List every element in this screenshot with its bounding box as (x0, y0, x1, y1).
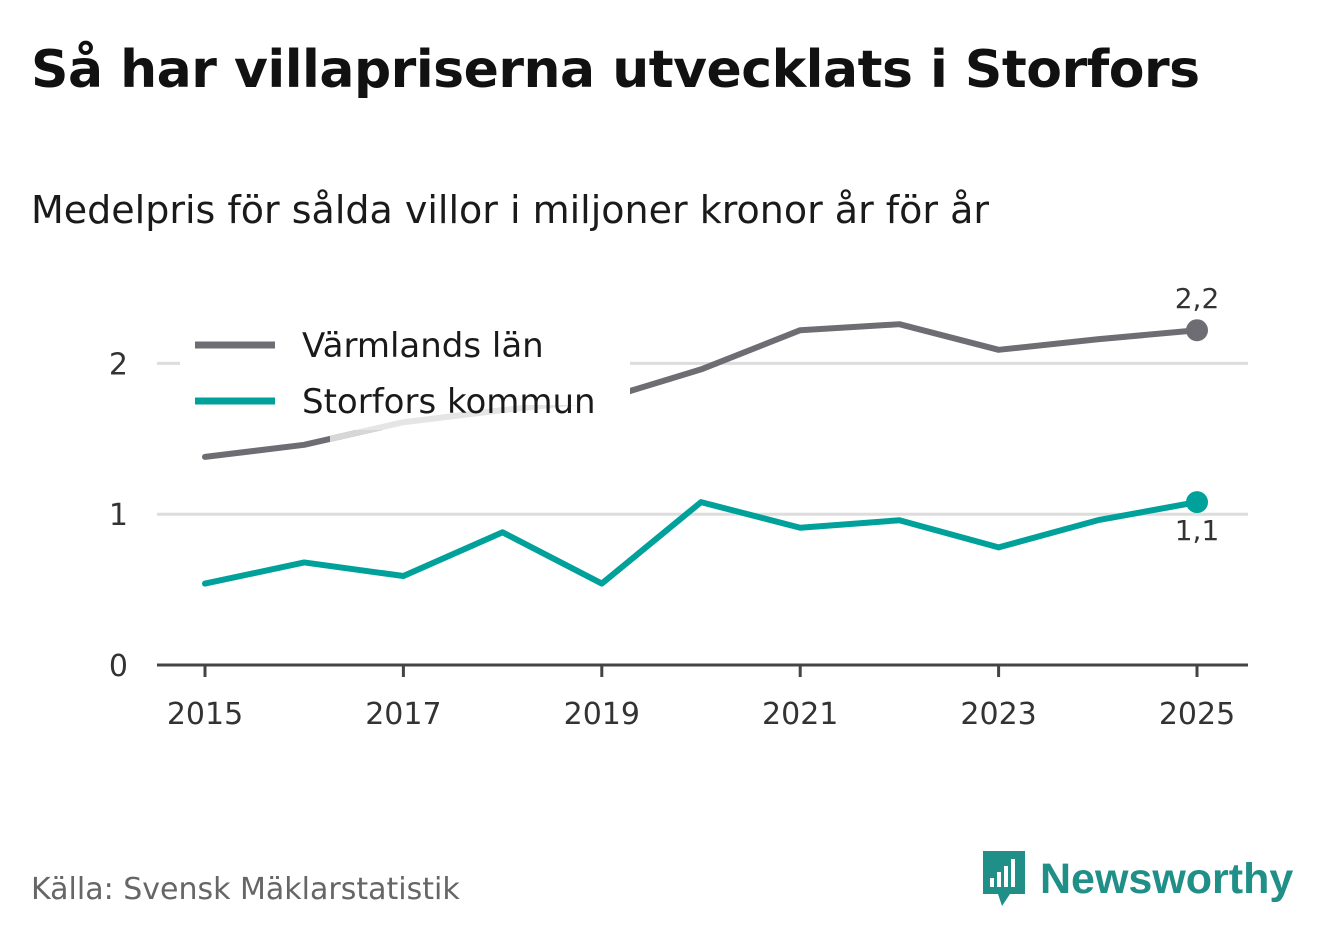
y-tick-label-2: 2 (109, 347, 128, 382)
series-line-varmland-faded (330, 405, 580, 443)
y-tick-label-1: 1 (109, 498, 128, 533)
series-line-storfors (202, 499, 1200, 587)
chart-title: Så har villapriserna utvecklats i Storfo… (31, 40, 1200, 100)
x-tick-label-2019: 2019 (564, 697, 640, 732)
end-label-storfors: 1,1 (1175, 514, 1220, 547)
y-tick-label-0: 0 (109, 649, 128, 684)
legend-background (180, 320, 630, 430)
newsworthy-logo[interactable]: Newsworthy (980, 848, 1293, 910)
brand-name: Newsworthy (1040, 854, 1294, 903)
chart-subtitle: Medelpris för sålda villor i miljoner kr… (31, 188, 990, 232)
tick-labels: 0 1 2 2015 2017 2019 2021 2023 2025 (109, 347, 1235, 732)
x-tick-label-2017: 2017 (365, 697, 441, 732)
bar-chart-icon (983, 851, 1025, 906)
end-labels: 2,2 1,1 (1175, 282, 1220, 547)
legend-label-varmland: Värmlands län (302, 326, 544, 366)
end-marker-varmland (1186, 319, 1208, 342)
end-marker-storfors (1186, 491, 1208, 514)
x-tick-label-2025: 2025 (1159, 697, 1235, 732)
legend-label-storfors: Storfors kommun (302, 382, 596, 422)
source-note: Källa: Svensk Mäklarstatistik (31, 872, 460, 907)
x-tick-label-2021: 2021 (762, 697, 838, 732)
legend: Värmlands län Storfors kommun (180, 320, 630, 443)
end-label-varmland: 2,2 (1175, 282, 1220, 315)
x-axis (157, 663, 1248, 677)
x-tick-label-2015: 2015 (167, 697, 243, 732)
x-tick-label-2023: 2023 (960, 697, 1036, 732)
